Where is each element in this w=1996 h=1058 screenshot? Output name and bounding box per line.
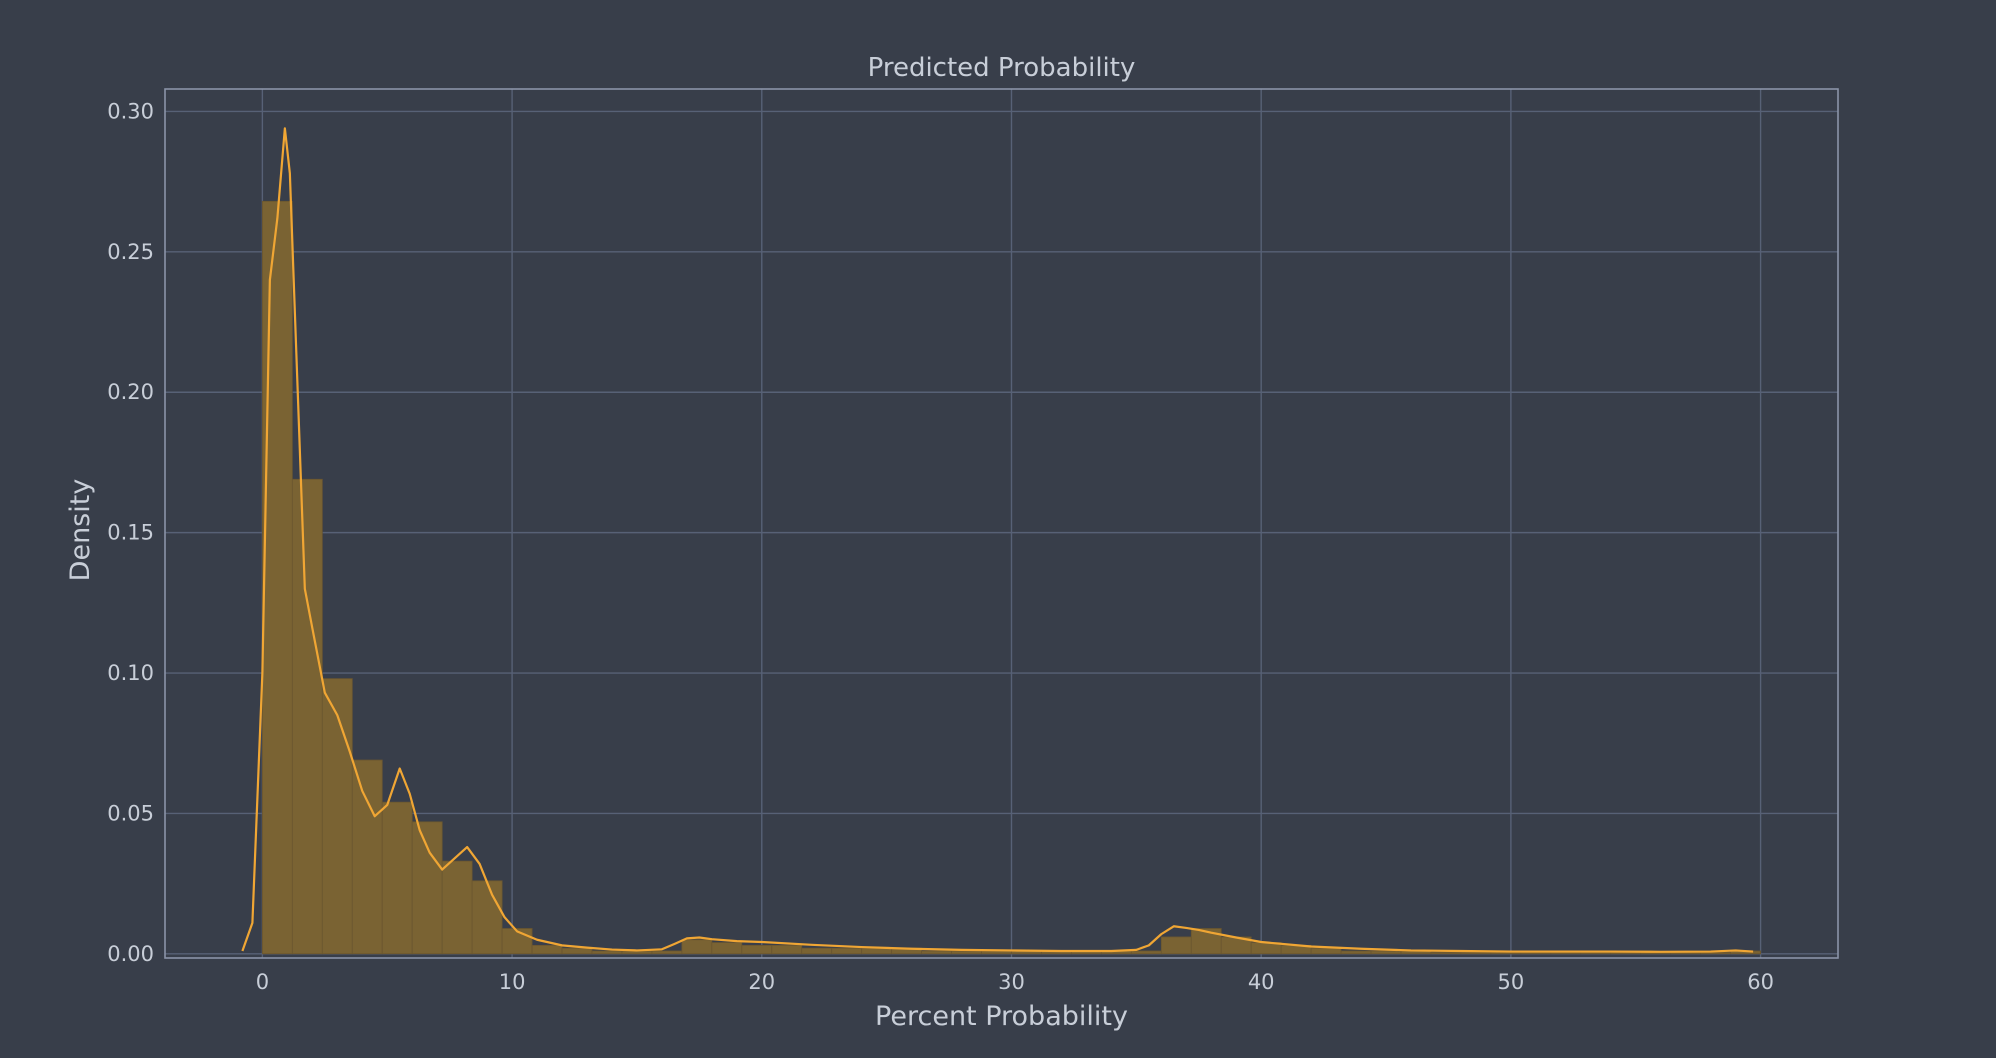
x-tick-label: 20 — [748, 970, 775, 994]
histogram-bar — [591, 950, 623, 955]
x-tick-label: 30 — [998, 970, 1025, 994]
y-axis-label: Density — [65, 479, 96, 582]
histogram-bar — [1340, 950, 1372, 955]
histogram-bar — [351, 759, 383, 955]
histogram-bar — [321, 678, 353, 955]
histogram-bar — [1310, 947, 1342, 955]
chart-title: Predicted Probability — [868, 53, 1136, 83]
x-tick-label: 60 — [1747, 970, 1774, 994]
histogram-bar — [711, 942, 743, 955]
histogram-bar — [1370, 950, 1402, 955]
y-tick-labels: 0.00 0.05 0.10 0.15 0.20 0.25 0.30 — [107, 99, 154, 965]
y-tick-label: 0.00 — [107, 942, 154, 966]
x-tick-label: 0 — [256, 970, 269, 994]
x-tick-label: 40 — [1248, 970, 1275, 994]
histogram-bar — [1430, 951, 1462, 955]
histogram-bar — [861, 947, 893, 955]
histogram-bar — [681, 939, 713, 955]
histogram-bar — [441, 860, 473, 955]
histogram-bar — [531, 944, 563, 955]
histogram-bar — [501, 928, 533, 955]
histogram-bar — [801, 947, 833, 955]
x-tick-labels: 0 10 20 30 40 50 60 — [256, 970, 1774, 994]
histogram-bars — [261, 200, 1761, 955]
y-tick-label: 0.05 — [107, 801, 154, 825]
histogram-bar — [261, 200, 293, 955]
plot-frame — [164, 88, 1839, 959]
histogram-bar — [291, 478, 323, 955]
histogram-bar — [1160, 936, 1192, 955]
y-tick-label: 0.15 — [107, 521, 154, 545]
y-tick-label: 0.10 — [107, 661, 154, 685]
kde-line — [241, 127, 1754, 953]
x-axis-label: Percent Probability — [875, 1001, 1128, 1032]
histogram-bar — [471, 880, 503, 955]
y-tick-label: 0.20 — [107, 380, 154, 404]
histogram-bar — [771, 944, 803, 955]
histogram-bar — [561, 947, 593, 955]
y-tick-label: 0.25 — [107, 240, 154, 264]
histogram-bar — [921, 950, 952, 955]
histogram-bar — [951, 950, 982, 955]
histogram-bar — [1460, 951, 1492, 955]
histogram-bar — [831, 947, 863, 955]
kde-curve-group — [241, 127, 1754, 953]
histogram-bar — [411, 821, 443, 955]
x-tick-label: 10 — [499, 970, 526, 994]
histogram-bar — [1130, 950, 1162, 955]
histogram-bar — [741, 944, 773, 955]
y-tick-label: 0.30 — [107, 99, 154, 123]
x-tick-label: 50 — [1498, 970, 1525, 994]
histogram-bar — [651, 950, 683, 955]
histogram-bar — [381, 801, 413, 955]
